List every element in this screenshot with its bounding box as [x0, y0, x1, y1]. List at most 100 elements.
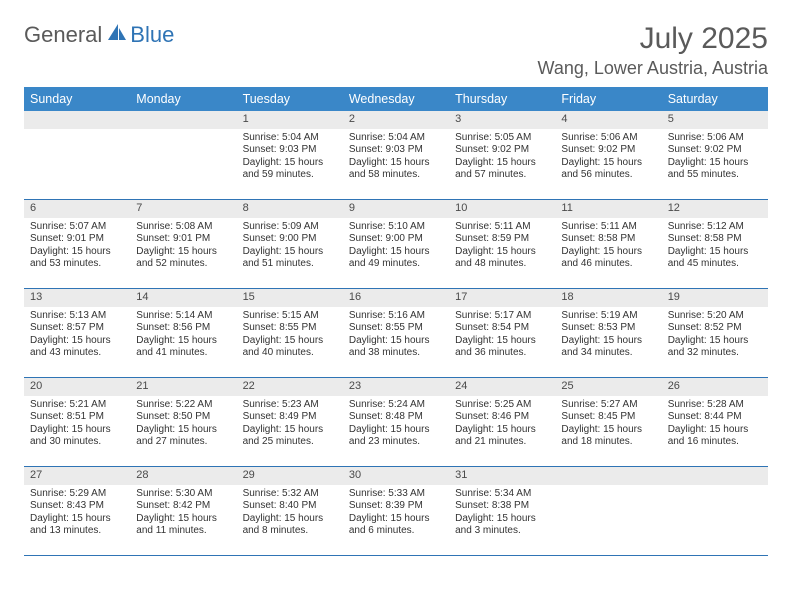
day-cell: 1Sunrise: 5:04 AMSunset: 9:03 PMDaylight…	[237, 111, 343, 199]
sunrise-line: Sunrise: 5:11 AM	[561, 221, 655, 234]
week-row: 27Sunrise: 5:29 AMSunset: 8:43 PMDayligh…	[24, 467, 768, 556]
day-content: Sunrise: 5:16 AMSunset: 8:55 PMDaylight:…	[343, 307, 449, 364]
week-row: 20Sunrise: 5:21 AMSunset: 8:51 PMDayligh…	[24, 378, 768, 467]
week-row: 1Sunrise: 5:04 AMSunset: 9:03 PMDaylight…	[24, 111, 768, 200]
day-content: Sunrise: 5:06 AMSunset: 9:02 PMDaylight:…	[555, 129, 661, 186]
daylight-line: and 3 minutes.	[455, 525, 549, 538]
daylight-line: Daylight: 15 hours	[349, 424, 443, 437]
sunset-line: Sunset: 8:39 PM	[349, 500, 443, 513]
day-content: Sunrise: 5:23 AMSunset: 8:49 PMDaylight:…	[237, 396, 343, 453]
sunset-line: Sunset: 8:52 PM	[668, 322, 762, 335]
day-cell: 11Sunrise: 5:11 AMSunset: 8:58 PMDayligh…	[555, 200, 661, 288]
day-content: Sunrise: 5:32 AMSunset: 8:40 PMDaylight:…	[237, 485, 343, 542]
day-number: 20	[24, 378, 130, 396]
sunrise-line: Sunrise: 5:20 AM	[668, 310, 762, 323]
sunrise-line: Sunrise: 5:16 AM	[349, 310, 443, 323]
sunset-line: Sunset: 9:02 PM	[561, 144, 655, 157]
dow-header-row: Sunday Monday Tuesday Wednesday Thursday…	[24, 87, 768, 111]
daylight-line: Daylight: 15 hours	[30, 246, 124, 259]
day-content: Sunrise: 5:06 AMSunset: 9:02 PMDaylight:…	[662, 129, 768, 186]
day-content: Sunrise: 5:24 AMSunset: 8:48 PMDaylight:…	[343, 396, 449, 453]
sunset-line: Sunset: 8:55 PM	[349, 322, 443, 335]
daylight-line: Daylight: 15 hours	[30, 335, 124, 348]
sunrise-line: Sunrise: 5:08 AM	[136, 221, 230, 234]
sunset-line: Sunset: 8:38 PM	[455, 500, 549, 513]
day-number	[24, 111, 130, 129]
day-content: Sunrise: 5:29 AMSunset: 8:43 PMDaylight:…	[24, 485, 130, 542]
day-cell: 6Sunrise: 5:07 AMSunset: 9:01 PMDaylight…	[24, 200, 130, 288]
sunrise-line: Sunrise: 5:33 AM	[349, 488, 443, 501]
sunset-line: Sunset: 8:56 PM	[136, 322, 230, 335]
sunset-line: Sunset: 9:00 PM	[349, 233, 443, 246]
daylight-line: and 43 minutes.	[30, 347, 124, 360]
day-content: Sunrise: 5:30 AMSunset: 8:42 PMDaylight:…	[130, 485, 236, 542]
daylight-line: and 34 minutes.	[561, 347, 655, 360]
sunrise-line: Sunrise: 5:13 AM	[30, 310, 124, 323]
day-cell: 8Sunrise: 5:09 AMSunset: 9:00 PMDaylight…	[237, 200, 343, 288]
day-content: Sunrise: 5:13 AMSunset: 8:57 PMDaylight:…	[24, 307, 130, 364]
day-cell: 3Sunrise: 5:05 AMSunset: 9:02 PMDaylight…	[449, 111, 555, 199]
dow-sunday: Sunday	[24, 87, 130, 111]
header: General Blue July 2025 Wang, Lower Austr…	[24, 22, 768, 79]
daylight-line: Daylight: 15 hours	[561, 424, 655, 437]
daylight-line: Daylight: 15 hours	[349, 157, 443, 170]
sunrise-line: Sunrise: 5:30 AM	[136, 488, 230, 501]
daylight-line: Daylight: 15 hours	[136, 246, 230, 259]
daylight-line: Daylight: 15 hours	[455, 513, 549, 526]
daylight-line: Daylight: 15 hours	[30, 424, 124, 437]
day-cell	[130, 111, 236, 199]
day-number: 19	[662, 289, 768, 307]
day-content: Sunrise: 5:20 AMSunset: 8:52 PMDaylight:…	[662, 307, 768, 364]
daylight-line: and 36 minutes.	[455, 347, 549, 360]
day-cell: 26Sunrise: 5:28 AMSunset: 8:44 PMDayligh…	[662, 378, 768, 466]
daylight-line: Daylight: 15 hours	[243, 335, 337, 348]
sunrise-line: Sunrise: 5:29 AM	[30, 488, 124, 501]
day-content: Sunrise: 5:22 AMSunset: 8:50 PMDaylight:…	[130, 396, 236, 453]
day-cell: 23Sunrise: 5:24 AMSunset: 8:48 PMDayligh…	[343, 378, 449, 466]
dow-thursday: Thursday	[449, 87, 555, 111]
sunset-line: Sunset: 9:03 PM	[243, 144, 337, 157]
sunrise-line: Sunrise: 5:04 AM	[349, 132, 443, 145]
sunrise-line: Sunrise: 5:09 AM	[243, 221, 337, 234]
sunset-line: Sunset: 8:54 PM	[455, 322, 549, 335]
day-number: 11	[555, 200, 661, 218]
day-number: 6	[24, 200, 130, 218]
sunset-line: Sunset: 9:02 PM	[668, 144, 762, 157]
day-content: Sunrise: 5:33 AMSunset: 8:39 PMDaylight:…	[343, 485, 449, 542]
sunset-line: Sunset: 8:42 PM	[136, 500, 230, 513]
daylight-line: and 46 minutes.	[561, 258, 655, 271]
sunset-line: Sunset: 8:53 PM	[561, 322, 655, 335]
day-cell: 15Sunrise: 5:15 AMSunset: 8:55 PMDayligh…	[237, 289, 343, 377]
sunrise-line: Sunrise: 5:22 AM	[136, 399, 230, 412]
day-cell: 29Sunrise: 5:32 AMSunset: 8:40 PMDayligh…	[237, 467, 343, 555]
daylight-line: Daylight: 15 hours	[243, 424, 337, 437]
day-content: Sunrise: 5:08 AMSunset: 9:01 PMDaylight:…	[130, 218, 236, 275]
day-cell: 20Sunrise: 5:21 AMSunset: 8:51 PMDayligh…	[24, 378, 130, 466]
day-cell: 31Sunrise: 5:34 AMSunset: 8:38 PMDayligh…	[449, 467, 555, 555]
sunrise-line: Sunrise: 5:05 AM	[455, 132, 549, 145]
sunrise-line: Sunrise: 5:23 AM	[243, 399, 337, 412]
day-number: 14	[130, 289, 236, 307]
daylight-line: and 48 minutes.	[455, 258, 549, 271]
sunrise-line: Sunrise: 5:14 AM	[136, 310, 230, 323]
dow-monday: Monday	[130, 87, 236, 111]
daylight-line: Daylight: 15 hours	[136, 335, 230, 348]
sunrise-line: Sunrise: 5:10 AM	[349, 221, 443, 234]
daylight-line: Daylight: 15 hours	[136, 424, 230, 437]
day-cell	[662, 467, 768, 555]
week-row: 6Sunrise: 5:07 AMSunset: 9:01 PMDaylight…	[24, 200, 768, 289]
daylight-line: Daylight: 15 hours	[668, 424, 762, 437]
day-content: Sunrise: 5:11 AMSunset: 8:58 PMDaylight:…	[555, 218, 661, 275]
daylight-line: and 21 minutes.	[455, 436, 549, 449]
calendar: Sunday Monday Tuesday Wednesday Thursday…	[24, 87, 768, 556]
day-cell: 10Sunrise: 5:11 AMSunset: 8:59 PMDayligh…	[449, 200, 555, 288]
location-subtitle: Wang, Lower Austria, Austria	[538, 58, 768, 79]
day-content: Sunrise: 5:11 AMSunset: 8:59 PMDaylight:…	[449, 218, 555, 275]
title-block: July 2025 Wang, Lower Austria, Austria	[538, 22, 768, 79]
day-number: 29	[237, 467, 343, 485]
day-content: Sunrise: 5:05 AMSunset: 9:02 PMDaylight:…	[449, 129, 555, 186]
day-content: Sunrise: 5:09 AMSunset: 9:00 PMDaylight:…	[237, 218, 343, 275]
sunrise-line: Sunrise: 5:06 AM	[668, 132, 762, 145]
sunset-line: Sunset: 9:00 PM	[243, 233, 337, 246]
week-row: 13Sunrise: 5:13 AMSunset: 8:57 PMDayligh…	[24, 289, 768, 378]
